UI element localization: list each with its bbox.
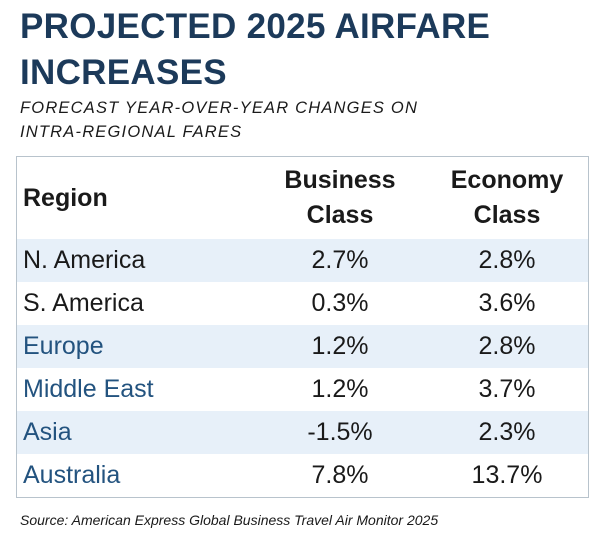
table-row: Middle East 1.2% 3.7% [17, 368, 588, 411]
airfare-table: Region Business Class Economy Class N. A… [16, 156, 589, 498]
title-line-2: INCREASES [20, 53, 227, 92]
subtitle: FORECAST YEAR-OVER-YEAR CHANGES ON INTRA… [20, 96, 540, 144]
header-economy-class: Economy Class [427, 163, 587, 233]
business-cell: 0.3% [311, 289, 369, 317]
economy-cell: 2.8% [478, 332, 536, 360]
header-economy-line-2: Class [473, 201, 541, 229]
business-cell: 2.7% [311, 246, 369, 274]
region-cell: Middle East [23, 375, 154, 403]
table-row: S. America 0.3% 3.6% [17, 282, 588, 325]
title-line-1: PROJECTED 2025 AIRFARE [20, 7, 491, 46]
table-row: N. America 2.7% 2.8% [17, 239, 588, 282]
economy-cell: 13.7% [471, 461, 543, 489]
subtitle-line-2: INTRA-REGIONAL FARES [20, 123, 243, 141]
region-cell: Australia [23, 461, 121, 489]
table-row: Australia 7.8% 13.7% [17, 454, 588, 497]
table-header: Region Business Class Economy Class [17, 157, 588, 239]
business-cell: 1.2% [311, 332, 369, 360]
page-title: PROJECTED 2025 AIRFARE INCREASES [20, 4, 590, 96]
business-cell: 7.8% [311, 461, 369, 489]
header-region: Region [23, 184, 108, 212]
business-cell: 1.2% [311, 375, 369, 403]
economy-cell: 3.7% [478, 375, 536, 403]
economy-cell: 2.8% [478, 246, 536, 274]
header-business-line-2: Class [306, 201, 374, 229]
economy-cell: 2.3% [478, 418, 536, 446]
business-cell: -1.5% [307, 418, 373, 446]
region-cell: N. America [23, 246, 146, 274]
header-economy-line-1: Economy [450, 166, 564, 194]
economy-cell: 3.6% [478, 289, 536, 317]
region-cell: Europe [23, 332, 104, 360]
region-cell: Asia [23, 418, 72, 446]
source-note: Source: American Express Global Business… [20, 512, 439, 528]
table-row: Asia -1.5% 2.3% [17, 411, 588, 454]
region-cell: S. America [23, 289, 144, 317]
table-row: Europe 1.2% 2.8% [17, 325, 588, 368]
header-business-class: Business Class [260, 163, 420, 233]
subtitle-line-1: FORECAST YEAR-OVER-YEAR CHANGES ON [20, 99, 419, 117]
header-business-line-1: Business [284, 166, 396, 194]
